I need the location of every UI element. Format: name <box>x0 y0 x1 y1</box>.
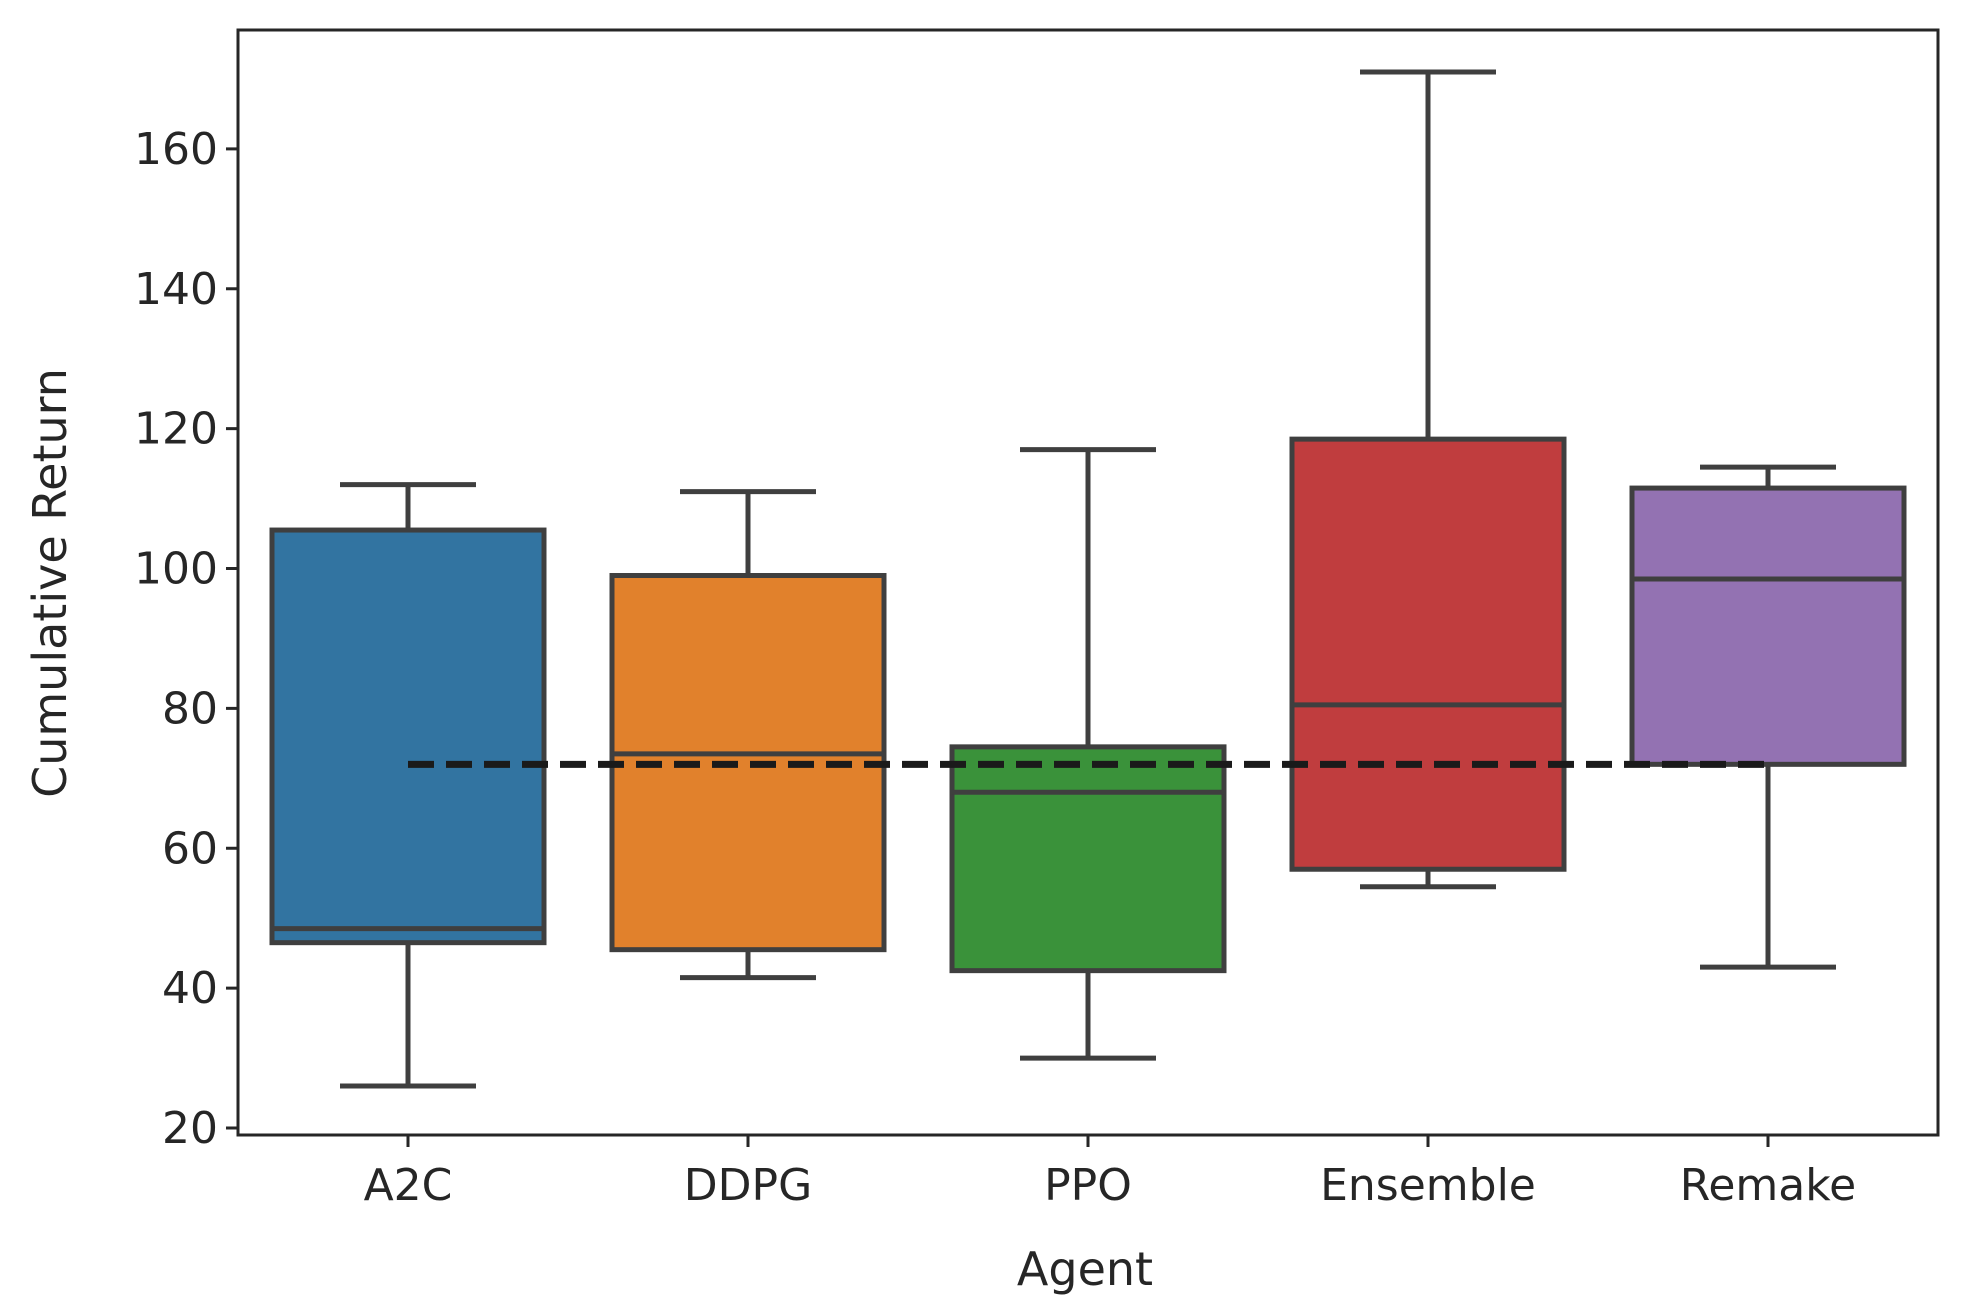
box-body-remake <box>1629 485 1907 767</box>
box-body-ensemble <box>1289 436 1567 872</box>
x-tick-label-remake: Remake <box>1680 1160 1856 1211</box>
plot-area <box>269 69 1907 1089</box>
y-tick-label-100: 100 <box>134 544 218 595</box>
box-remake <box>1629 464 1907 970</box>
x-axis-title: Agent <box>1017 1242 1153 1296</box>
x-axis: A2C DDPG PPO Ensemble Remake <box>364 1135 1856 1211</box>
y-tick-label-160: 160 <box>134 124 218 175</box>
x-tick-label-ensemble: Ensemble <box>1320 1160 1536 1211</box>
x-tick-label-ddpg: DDPG <box>684 1160 812 1211</box>
box-ddpg <box>609 489 887 981</box>
y-tick-label-40: 40 <box>162 963 218 1014</box>
x-tick-label-a2c: A2C <box>364 1160 453 1211</box>
box-body-ppo <box>949 744 1227 974</box>
y-axis-title: Cumulative Return <box>23 368 77 798</box>
x-tick-label-ppo: PPO <box>1044 1160 1132 1211</box>
box-ensemble <box>1289 69 1567 890</box>
box-a2c <box>269 482 547 1089</box>
box-body-a2c <box>269 527 547 946</box>
y-tick-label-80: 80 <box>162 683 218 734</box>
y-axis: 20 40 60 80 100 120 140 160 <box>134 124 238 1154</box>
box-ppo <box>949 447 1227 1061</box>
y-tick-label-120: 120 <box>134 404 218 455</box>
y-tick-label-60: 60 <box>162 823 218 874</box>
y-tick-label-140: 140 <box>134 264 218 315</box>
y-tick-label-20: 20 <box>162 1103 218 1154</box>
